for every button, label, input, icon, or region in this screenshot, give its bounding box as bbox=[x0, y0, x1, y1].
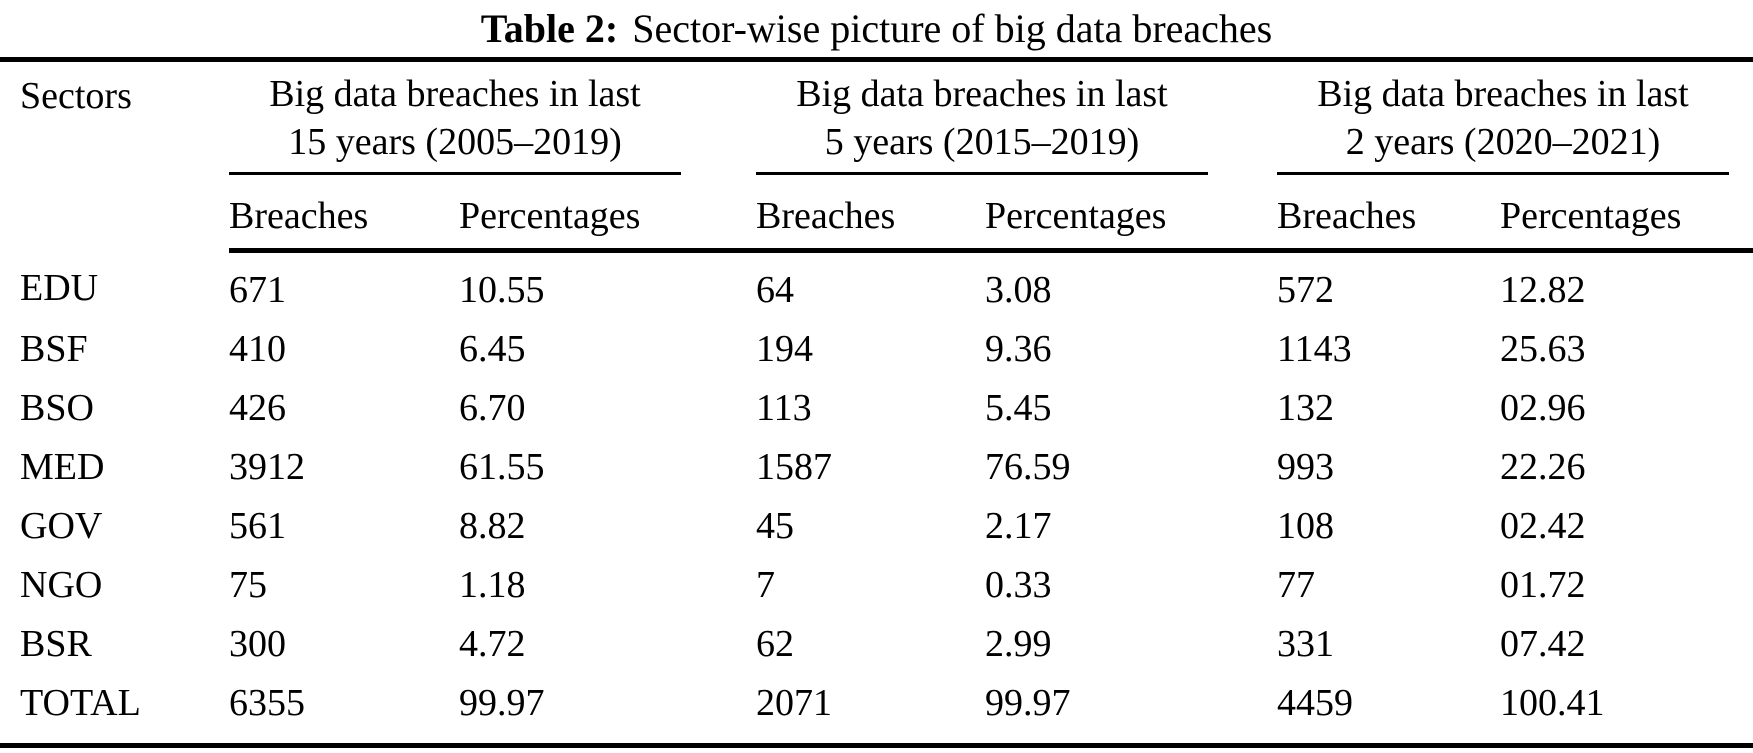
cell-sector: NGO bbox=[20, 563, 103, 606]
cell-sector: EDU bbox=[20, 267, 99, 310]
cell-sector: GOV bbox=[20, 504, 103, 547]
cell-percentages-2y: 07.42 bbox=[1500, 622, 1586, 665]
table-row-bso: BSO 426 6.70 113 5.45 132 02.96 bbox=[0, 378, 1753, 437]
cell-percentages-5y: 5.45 bbox=[985, 386, 1052, 429]
group-header-15y: Big data breaches in last 15 years (2005… bbox=[229, 60, 756, 175]
group-header-5y-line2: 5 years (2015–2019) bbox=[824, 121, 1140, 163]
table-row-ngo: NGO 75 1.18 7 0.33 77 01.72 bbox=[0, 555, 1753, 614]
cell-sector: BSR bbox=[20, 622, 92, 665]
group-header-15y-box: Big data breaches in last 15 years (2005… bbox=[229, 70, 681, 175]
table-row-gov: GOV 561 8.82 45 2.17 108 02.42 bbox=[0, 496, 1753, 555]
table-row-bsf: BSF 410 6.45 194 9.36 1143 25.63 bbox=[0, 319, 1753, 378]
table-row-med: MED 3912 61.55 1587 76.59 993 22.26 bbox=[0, 437, 1753, 496]
cell-breaches-15y: 3912 bbox=[229, 445, 305, 488]
group-header-2y-line2: 2 years (2020–2021) bbox=[1345, 121, 1661, 163]
cell-breaches-2y: 331 bbox=[1277, 622, 1334, 665]
cell-percentages-5y: 99.97 bbox=[985, 681, 1071, 724]
cell-percentages-5y: 0.33 bbox=[985, 563, 1052, 606]
cell-sector: BSF bbox=[20, 327, 88, 370]
cell-percentages-2y: 02.96 bbox=[1500, 386, 1586, 429]
group-header-2y: Big data breaches in last 2 years (2020–… bbox=[1277, 60, 1753, 175]
col-header-breaches-15y: Breaches bbox=[229, 175, 459, 253]
cell-percentages-5y: 2.17 bbox=[985, 504, 1052, 547]
cell-breaches-2y: 572 bbox=[1277, 268, 1334, 311]
cell-percentages-5y: 2.99 bbox=[985, 622, 1052, 665]
table-row-total: TOTAL 6355 99.97 2071 99.97 4459 100.41 bbox=[0, 673, 1753, 746]
cell-breaches-15y: 671 bbox=[229, 268, 286, 311]
cell-percentages-2y: 100.41 bbox=[1500, 681, 1605, 724]
cell-percentages-5y: 76.59 bbox=[985, 445, 1071, 488]
cell-breaches-5y: 7 bbox=[756, 563, 775, 606]
col-header-percentages-2y: Percentages bbox=[1500, 175, 1753, 253]
cell-breaches-2y: 1143 bbox=[1277, 327, 1352, 370]
cell-breaches-15y: 300 bbox=[229, 622, 286, 665]
cell-breaches-2y: 108 bbox=[1277, 504, 1334, 547]
col-header-percentages-15y: Percentages bbox=[459, 175, 756, 253]
group-header-15y-line2: 15 years (2005–2019) bbox=[288, 121, 622, 163]
col-header-sectors: Sectors bbox=[20, 75, 132, 117]
table-caption-label: Table 2: bbox=[480, 6, 619, 51]
col-header-breaches-2y: Breaches bbox=[1277, 175, 1500, 253]
cell-sector: TOTAL bbox=[20, 681, 141, 724]
cell-percentages-5y: 9.36 bbox=[985, 327, 1052, 370]
group-header-5y-line1: Big data breaches in last bbox=[796, 73, 1168, 115]
cell-breaches-15y: 561 bbox=[229, 504, 286, 547]
group-header-2y-box: Big data breaches in last 2 years (2020–… bbox=[1277, 70, 1729, 175]
cell-percentages-15y: 1.18 bbox=[459, 563, 526, 606]
cell-percentages-15y: 8.82 bbox=[459, 504, 526, 547]
breach-table: Sectors Big data breaches in last 15 yea… bbox=[0, 57, 1753, 748]
cell-percentages-2y: 25.63 bbox=[1500, 327, 1586, 370]
col-header-breaches-5y: Breaches bbox=[756, 175, 985, 253]
cell-percentages-2y: 12.82 bbox=[1500, 268, 1586, 311]
cell-percentages-5y: 3.08 bbox=[985, 268, 1052, 311]
table-caption: Table 2: Sector-wise picture of big data … bbox=[0, 0, 1753, 57]
cell-breaches-5y: 62 bbox=[756, 622, 794, 665]
cell-breaches-15y: 75 bbox=[229, 563, 267, 606]
group-header-15y-line1: Big data breaches in last bbox=[269, 73, 641, 115]
cell-breaches-5y: 2071 bbox=[756, 681, 832, 724]
cell-percentages-15y: 4.72 bbox=[459, 622, 526, 665]
group-header-5y: Big data breaches in last 5 years (2015–… bbox=[756, 60, 1277, 175]
subheader-row: Breaches Percentages Breaches Percentage… bbox=[0, 175, 1753, 253]
cell-percentages-15y: 6.70 bbox=[459, 386, 526, 429]
cell-breaches-5y: 64 bbox=[756, 268, 794, 311]
cell-breaches-5y: 45 bbox=[756, 504, 794, 547]
group-header-5y-box: Big data breaches in last 5 years (2015–… bbox=[756, 70, 1208, 175]
cell-percentages-15y: 10.55 bbox=[459, 268, 545, 311]
table-row-bsr: BSR 300 4.72 62 2.99 331 07.42 bbox=[0, 614, 1753, 673]
cell-breaches-15y: 6355 bbox=[229, 681, 305, 724]
cell-breaches-2y: 132 bbox=[1277, 386, 1334, 429]
cell-percentages-15y: 6.45 bbox=[459, 327, 526, 370]
cell-sector: BSO bbox=[20, 386, 94, 429]
cell-percentages-2y: 22.26 bbox=[1500, 445, 1586, 488]
col-header-percentages-5y: Percentages bbox=[985, 175, 1277, 253]
cell-breaches-2y: 4459 bbox=[1277, 681, 1353, 724]
cell-percentages-2y: 02.42 bbox=[1500, 504, 1586, 547]
cell-breaches-5y: 1587 bbox=[756, 445, 832, 488]
group-header-2y-line1: Big data breaches in last bbox=[1317, 73, 1689, 115]
cell-breaches-5y: 113 bbox=[756, 386, 812, 429]
cell-breaches-15y: 410 bbox=[229, 327, 286, 370]
table-caption-text: Sector-wise picture of big data breaches bbox=[632, 6, 1273, 51]
cell-breaches-2y: 993 bbox=[1277, 445, 1334, 488]
group-header-row: Sectors Big data breaches in last 15 yea… bbox=[0, 60, 1753, 175]
cell-breaches-15y: 426 bbox=[229, 386, 286, 429]
cell-breaches-5y: 194 bbox=[756, 327, 813, 370]
cell-sector: MED bbox=[20, 445, 105, 488]
cell-percentages-2y: 01.72 bbox=[1500, 563, 1586, 606]
cell-breaches-2y: 77 bbox=[1277, 563, 1315, 606]
table-row-edu: EDU 671 10.55 64 3.08 572 12.82 bbox=[0, 251, 1753, 320]
cell-percentages-15y: 61.55 bbox=[459, 445, 545, 488]
cell-percentages-15y: 99.97 bbox=[459, 681, 545, 724]
